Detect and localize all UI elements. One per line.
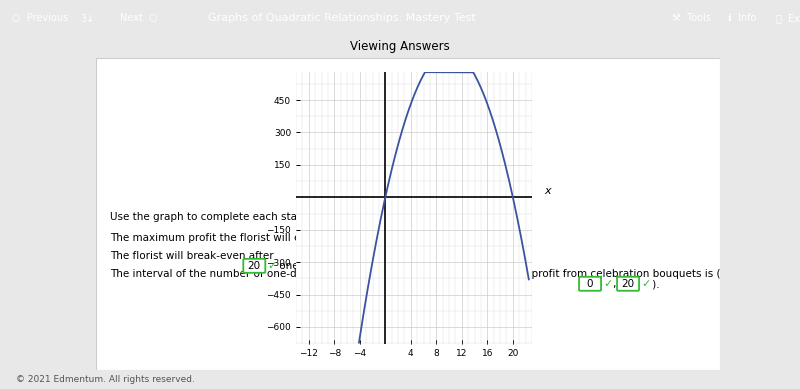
FancyBboxPatch shape bbox=[579, 277, 601, 291]
FancyBboxPatch shape bbox=[617, 277, 639, 291]
FancyBboxPatch shape bbox=[375, 307, 441, 336]
Text: The maximum profit the florist will earn from selling celebration bouquets is $: The maximum profit the florist will earn… bbox=[110, 233, 522, 243]
Text: ✓: ✓ bbox=[455, 244, 464, 253]
Text: 0: 0 bbox=[586, 279, 594, 289]
Text: The interval of the number of one-dollar decreases for which the florist makes a: The interval of the number of one-dollar… bbox=[110, 269, 724, 279]
Text: ⚒  Tools: ⚒ Tools bbox=[672, 14, 711, 23]
Text: ○  Previous: ○ Previous bbox=[12, 14, 68, 23]
Text: 3↓: 3↓ bbox=[80, 14, 94, 23]
Text: .: . bbox=[463, 244, 466, 253]
Text: ℹ  Info: ℹ Info bbox=[728, 14, 756, 23]
Text: ,: , bbox=[612, 279, 615, 289]
FancyBboxPatch shape bbox=[243, 259, 266, 273]
Text: ✓: ✓ bbox=[641, 279, 650, 289]
Text: one-dollar decreases.: one-dollar decreases. bbox=[276, 261, 392, 271]
Text: Use the graph to complete each statement about this situation.: Use the graph to complete each statement… bbox=[110, 212, 443, 222]
Text: ✓: ✓ bbox=[603, 279, 613, 289]
Text: Next  ○: Next ○ bbox=[120, 14, 158, 23]
Text: 20: 20 bbox=[622, 279, 634, 289]
Text: ⏻  Exit: ⏻ Exit bbox=[776, 14, 800, 23]
Text: ).: ). bbox=[649, 279, 660, 289]
Text: The florist will break-even after: The florist will break-even after bbox=[110, 251, 277, 261]
Text: Graphs of Quadratic Relationships: Mastery Test: Graphs of Quadratic Relationships: Maste… bbox=[208, 14, 476, 23]
Text: 20: 20 bbox=[248, 261, 261, 271]
Text: © 2021 Edmentum. All rights reserved.: © 2021 Edmentum. All rights reserved. bbox=[16, 375, 195, 384]
Text: Next: Next bbox=[392, 315, 424, 328]
FancyBboxPatch shape bbox=[96, 58, 720, 370]
Text: 675: 675 bbox=[429, 244, 449, 253]
FancyBboxPatch shape bbox=[425, 241, 453, 255]
Text: ✓: ✓ bbox=[267, 261, 277, 271]
Text: x: x bbox=[545, 186, 551, 196]
Text: Viewing Answers: Viewing Answers bbox=[350, 40, 450, 53]
